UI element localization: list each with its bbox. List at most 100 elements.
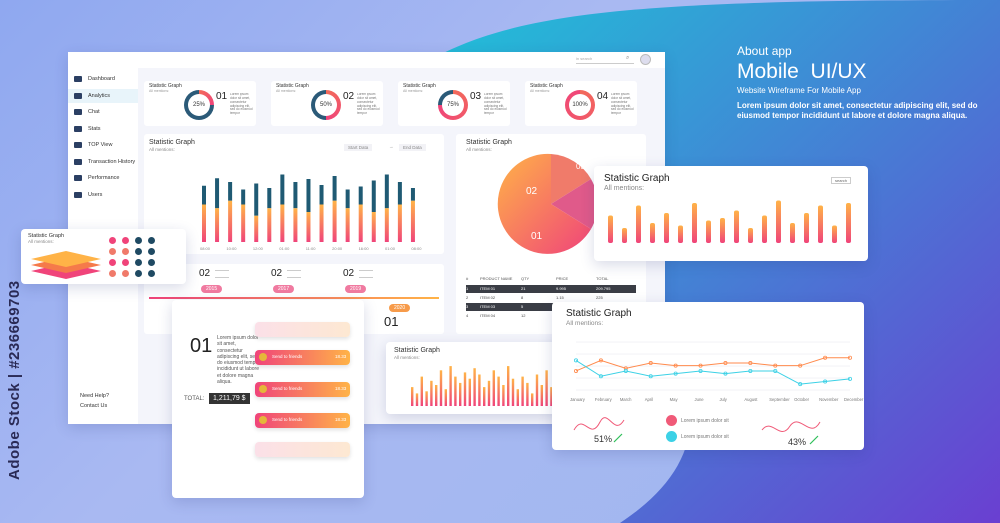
need-help-link[interactable]: Need Help? — [80, 393, 110, 399]
column-header: # — [466, 276, 469, 281]
pie-slice — [551, 179, 598, 229]
search-input[interactable]: in search — [576, 56, 634, 64]
bar-segment — [241, 204, 246, 242]
pie-label: 03 — [576, 162, 585, 171]
bar-segment — [332, 176, 337, 201]
sidebar-item[interactable]: Analytics — [68, 88, 138, 103]
search-icon[interactable]: ⌕ — [626, 55, 630, 61]
bar — [790, 223, 795, 243]
gift-icon — [259, 353, 267, 361]
stat-card: Statistic Graph All mentions: 25% 01 Lor… — [144, 81, 256, 126]
pie-label: 02 — [526, 186, 538, 197]
sparkline — [761, 421, 821, 433]
sidebar-item[interactable]: Users — [68, 188, 138, 202]
bar — [762, 215, 767, 243]
send-label: Send to friends — [272, 354, 303, 359]
dot-grid — [109, 237, 181, 281]
sidebar-item[interactable]: Performance — [68, 171, 138, 185]
bar-segment — [410, 200, 415, 242]
legend-dot — [666, 431, 677, 442]
bar-segment — [332, 200, 337, 242]
avatar[interactable] — [640, 54, 651, 65]
bar — [430, 380, 433, 406]
arrow-up-icon — [613, 433, 623, 443]
stat-card: Statistic Graph All mentions: 75% 03 Lor… — [398, 81, 510, 126]
mail-icon — [74, 158, 82, 165]
search-badge[interactable]: search — [831, 177, 852, 184]
month-label: July — [719, 397, 727, 402]
bar — [444, 389, 447, 406]
send-to-friends-button[interactable] — [255, 322, 350, 337]
table-row[interactable]: 1 ITEM 01 21 9.995 209.795 — [466, 285, 636, 293]
bar-segment — [306, 212, 311, 242]
pie-label: 01 — [531, 231, 543, 242]
timeline-text — [215, 270, 229, 278]
table-cell: 5 — [521, 304, 524, 309]
bar — [435, 385, 438, 406]
sidebar-item[interactable]: Transaction History — [68, 155, 138, 169]
table-cell: 12 — [521, 313, 526, 318]
promo-body: Lorem ipsum dolor sit amet, consectetur … — [737, 101, 978, 121]
end-date-field[interactable]: End Data — [399, 144, 426, 151]
bar-segment — [371, 180, 376, 212]
table-cell: ITEM 04 — [480, 313, 496, 318]
bar — [497, 376, 500, 406]
send-to-friends-button[interactable]: Send to friends 18.33 — [255, 413, 350, 428]
promo-about: About app — [737, 44, 792, 58]
right-bars-card: Statistic Graph All mentions: search — [594, 166, 868, 261]
bar-segment — [384, 208, 389, 242]
sidebar-item[interactable]: TOP View — [68, 138, 138, 152]
send-to-friends-button[interactable] — [255, 442, 350, 457]
legend-label: Lorem ipsum dolor sit — [681, 417, 729, 424]
bar — [516, 389, 519, 406]
bar — [411, 387, 414, 406]
donut: 25% — [184, 90, 214, 120]
table-cell: 9.995 — [556, 286, 567, 291]
send-amount: 18.33 — [335, 417, 347, 422]
series-line — [575, 357, 850, 372]
bar — [526, 382, 529, 406]
sidebar-item[interactable]: Chat — [68, 105, 138, 119]
send-to-friends-button[interactable]: Send to friends 18.33 — [255, 382, 350, 397]
start-date-field[interactable]: Start Data — [344, 144, 373, 151]
mid-bar-card: Statistic Graph All mentions: — [386, 342, 564, 414]
dot — [135, 259, 142, 266]
donut: 75% — [438, 90, 468, 120]
bar-chart-panel: Statistic Graph All mentions: Start Data… — [144, 134, 444, 254]
table-header: # PRODUCT NAME QTY PRICE TOTAL — [466, 276, 636, 284]
contact-link[interactable]: Contact Us — [80, 403, 108, 409]
sidebar-item-label: Stats — [88, 125, 101, 132]
promo-headline: Mobile UI/UX — [737, 60, 867, 83]
bar — [492, 370, 495, 406]
donut-label: 100% — [569, 94, 591, 116]
bar — [678, 225, 683, 243]
sidebar-item-label: TOP View — [88, 142, 113, 148]
tick-label: 01:00 — [385, 246, 396, 251]
send-label: Send to friends — [272, 417, 303, 422]
table-row[interactable]: 2 ITEM 02 8 1.15 225 — [466, 294, 636, 302]
bar — [531, 393, 534, 406]
bar-segment — [397, 204, 402, 242]
bar-segment — [280, 204, 285, 242]
stat-num: 02 — [343, 91, 355, 102]
donut-label: 75% — [442, 94, 464, 116]
stat-text: Lorem ipsum dolor sit amet, consectetur … — [357, 93, 380, 115]
sidebar-item[interactable]: Stats — [68, 122, 138, 136]
card-title: Statistic Graph — [566, 308, 632, 319]
dot — [109, 270, 116, 277]
card-title: Statistic Graph — [604, 173, 670, 184]
sidebar-item-label: Analytics — [88, 92, 111, 99]
stat-num: 03 — [470, 91, 482, 102]
bar-segment — [280, 174, 285, 205]
bar-chart: 08:00 10:00 12:00 01:00 11:00 20:00 16:00 01:00… — [200, 174, 422, 251]
bar-segment — [241, 189, 246, 205]
bar — [468, 378, 471, 406]
timeline-year: 2020 — [389, 304, 411, 312]
send-to-friends-button[interactable]: Send to friends 18.33 — [255, 350, 350, 365]
tick-label: 12:00 — [253, 246, 264, 251]
layers-icon — [31, 251, 101, 279]
bar — [449, 366, 452, 406]
bar — [540, 385, 543, 406]
sidebar-item[interactable]: Dashboard — [68, 72, 138, 86]
dot — [148, 248, 155, 255]
